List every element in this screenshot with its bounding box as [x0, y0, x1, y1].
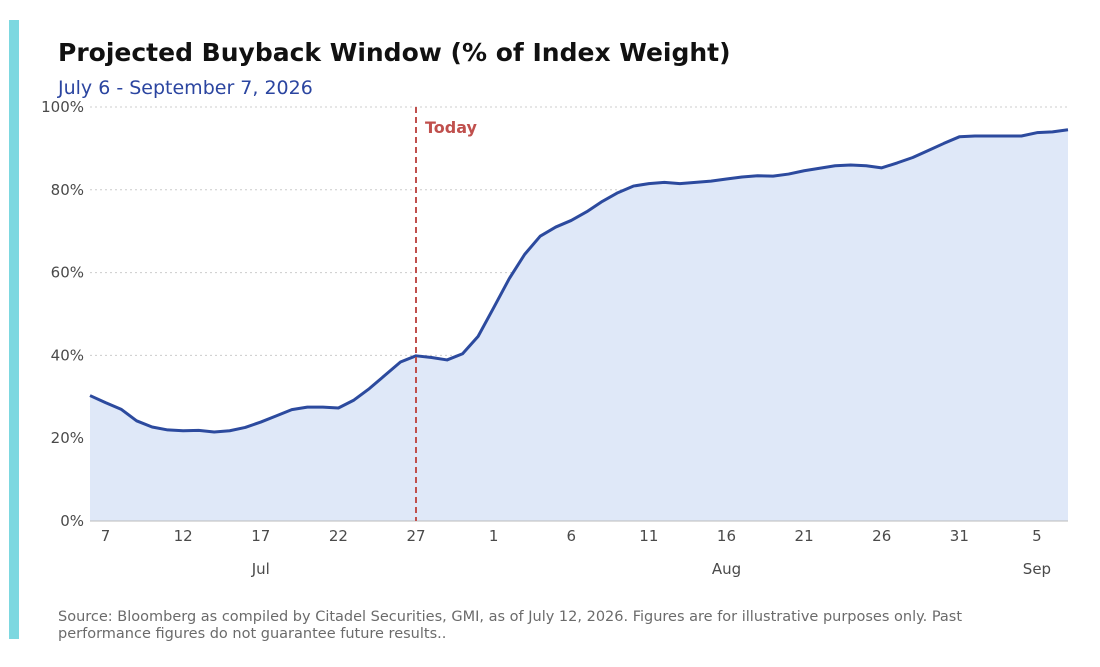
- source-note: Source: Bloomberg as compiled by Citadel…: [58, 609, 963, 642]
- x-tick-label: 11: [639, 527, 658, 545]
- month-label: Aug: [712, 560, 741, 578]
- today-label: Today: [425, 118, 478, 137]
- y-tick-label: 60%: [51, 264, 84, 282]
- x-tick-label: 1: [489, 527, 499, 545]
- x-tick-labels: 7 12 17 22 27 1 6 11 16 21 26 31 5: [101, 527, 1042, 545]
- x-tick-label: 22: [329, 527, 348, 545]
- x-tick-label: 17: [251, 527, 270, 545]
- x-tick-label: 26: [872, 527, 891, 545]
- x-tick-label: 31: [950, 527, 969, 545]
- area-fill: [90, 129, 1068, 521]
- x-tick-label: 5: [1032, 527, 1042, 545]
- chart-subtitle: July 6 - September 7, 2026: [58, 77, 313, 99]
- y-tick-label: 40%: [51, 346, 84, 364]
- x-tick-label: 27: [406, 527, 425, 545]
- y-tick-label: 80%: [51, 181, 84, 199]
- x-tick-label: 21: [795, 527, 814, 545]
- x-tick-label: 7: [101, 527, 111, 545]
- y-tick-label: 0%: [60, 512, 84, 530]
- y-tick-label: 100%: [41, 98, 84, 116]
- x-tick-label: 12: [174, 527, 193, 545]
- x-tick-label: 16: [717, 527, 736, 545]
- y-tick-labels: 0% 20% 40% 60% 80% 100%: [41, 98, 84, 530]
- month-labels: Jul Aug Sep: [251, 560, 1051, 578]
- series-line: [89, 128, 1069, 434]
- y-tick-label: 20%: [51, 429, 84, 447]
- accent-bar: [9, 20, 19, 639]
- x-tick-label: 6: [566, 527, 576, 545]
- month-label: Jul: [251, 560, 270, 578]
- chart-title: Projected Buyback Window (% of Index Wei…: [58, 38, 731, 67]
- month-label: Sep: [1023, 560, 1051, 578]
